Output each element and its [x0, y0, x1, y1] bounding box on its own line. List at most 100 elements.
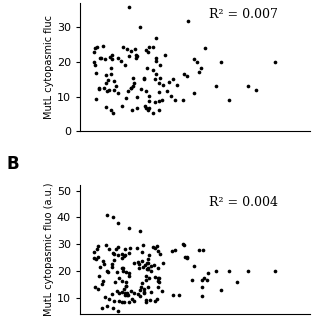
Point: [180, 242, 186, 247]
Point: [93, 96, 98, 101]
Point: [128, 48, 133, 53]
Point: [137, 25, 142, 30]
Point: [145, 261, 150, 266]
Point: [129, 107, 134, 112]
Point: [111, 88, 116, 93]
Point: [110, 306, 115, 311]
Point: [123, 284, 128, 289]
Point: [197, 247, 202, 252]
Point: [148, 263, 153, 268]
Point: [91, 249, 96, 254]
Point: [213, 268, 218, 273]
Point: [126, 89, 131, 94]
Point: [140, 242, 146, 247]
Point: [102, 294, 107, 299]
Point: [91, 49, 96, 54]
Point: [144, 48, 149, 53]
Point: [143, 274, 148, 279]
Point: [126, 53, 131, 58]
Point: [100, 282, 105, 287]
Point: [121, 45, 126, 50]
Point: [126, 273, 132, 278]
Point: [110, 265, 115, 270]
Point: [153, 100, 158, 105]
Point: [145, 284, 150, 289]
Point: [145, 256, 150, 261]
Point: [145, 260, 150, 266]
Point: [96, 273, 101, 278]
Point: [122, 246, 127, 251]
Point: [156, 265, 161, 270]
Point: [142, 291, 147, 296]
Point: [108, 72, 113, 77]
Point: [199, 284, 204, 289]
Point: [125, 292, 130, 298]
Point: [194, 60, 199, 65]
Point: [119, 255, 124, 260]
Point: [191, 263, 196, 268]
Point: [235, 279, 240, 284]
Point: [121, 268, 126, 274]
Point: [116, 91, 121, 96]
Point: [134, 53, 139, 58]
Point: [93, 284, 98, 289]
Point: [92, 45, 98, 51]
Point: [112, 299, 117, 304]
Point: [126, 251, 132, 256]
Point: [144, 297, 149, 302]
Point: [101, 43, 106, 48]
Point: [102, 56, 107, 61]
Point: [124, 46, 129, 52]
Point: [132, 46, 138, 51]
Point: [201, 276, 206, 281]
Point: [115, 269, 120, 275]
Point: [102, 86, 107, 91]
Point: [141, 286, 146, 291]
Point: [176, 292, 181, 297]
Point: [198, 65, 204, 70]
Point: [122, 292, 127, 298]
Point: [110, 292, 115, 297]
Point: [157, 89, 162, 94]
Point: [146, 276, 151, 281]
Point: [116, 275, 121, 280]
Y-axis label: MutL cytopasmic fluo (a.u.): MutL cytopasmic fluo (a.u.): [44, 183, 54, 316]
Point: [142, 263, 148, 268]
Point: [104, 105, 109, 110]
Point: [116, 55, 121, 60]
Point: [145, 108, 150, 113]
Text: R² = 0.004: R² = 0.004: [209, 196, 278, 209]
Point: [107, 247, 112, 252]
Point: [96, 243, 101, 248]
Point: [113, 246, 118, 252]
Point: [123, 253, 128, 258]
Point: [109, 56, 114, 61]
Point: [182, 255, 188, 260]
Point: [172, 98, 178, 103]
Point: [213, 84, 218, 89]
Point: [109, 52, 115, 57]
Point: [115, 244, 120, 249]
Point: [108, 54, 113, 60]
Point: [159, 289, 164, 294]
Point: [136, 261, 141, 266]
Point: [185, 255, 190, 260]
Point: [181, 242, 186, 247]
Point: [106, 87, 111, 92]
Point: [151, 111, 156, 116]
Point: [126, 299, 132, 304]
Point: [146, 44, 151, 49]
Point: [158, 75, 163, 80]
Point: [132, 298, 137, 303]
Point: [110, 215, 115, 220]
Point: [152, 245, 157, 250]
Point: [169, 248, 174, 253]
Point: [156, 80, 162, 85]
Point: [157, 252, 162, 257]
Point: [142, 76, 147, 81]
Point: [157, 275, 162, 280]
Point: [110, 250, 116, 255]
Point: [143, 300, 148, 305]
Point: [154, 58, 159, 63]
Point: [132, 81, 137, 86]
